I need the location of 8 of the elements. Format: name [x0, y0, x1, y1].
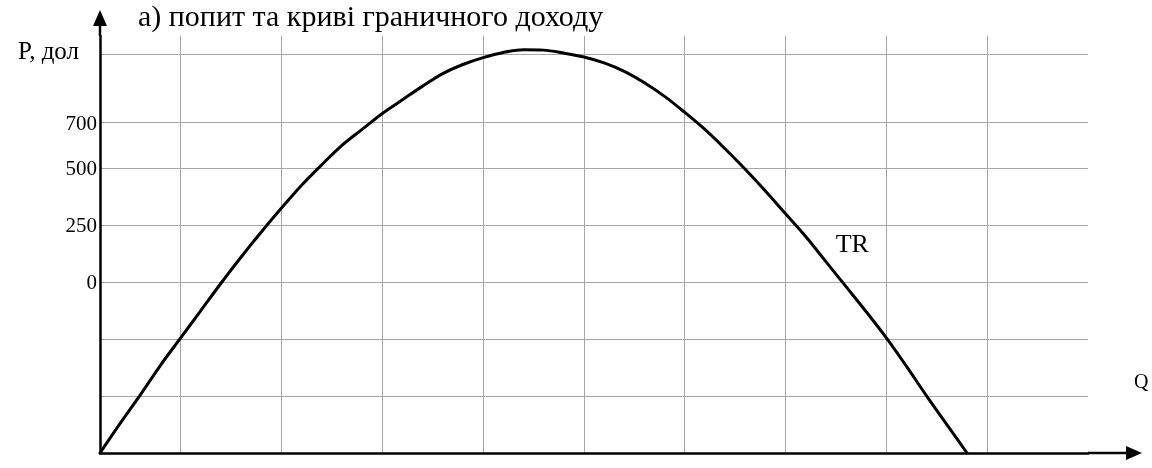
- chart-title: а) попит та криві граничного доходу: [138, 0, 604, 33]
- x-axis-title: Q: [1134, 370, 1149, 392]
- y-tick-label: 700: [65, 110, 97, 135]
- y-axis-title: P, дол: [18, 36, 79, 64]
- y-tick-label: 250: [65, 213, 97, 238]
- y-tick-label: 500: [65, 156, 97, 181]
- series-label: TR: [835, 229, 870, 259]
- y-tick-label: 0: [86, 270, 97, 295]
